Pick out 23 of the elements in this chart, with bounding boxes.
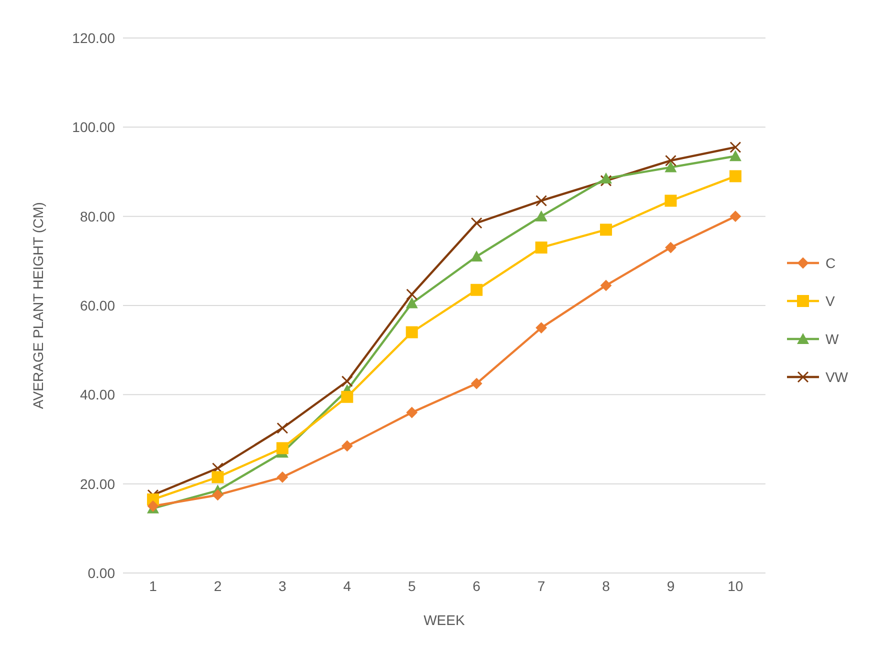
legend-label: W [825,330,839,346]
legend-label: C [825,254,836,270]
y-tick-label: 120.00 [72,30,116,46]
y-tick-label: 40.00 [80,386,116,403]
y-tick-label: 60.00 [80,297,116,314]
y-tick-label: 0.00 [88,564,116,581]
x-tick-label: 9 [666,578,675,594]
legend-label: V [825,292,835,308]
x-axis-title: WEEK [424,612,466,628]
x-tick-label: 10 [728,578,744,594]
x-tick-label: 1 [149,578,158,594]
y-tick-label: 80.00 [80,208,116,224]
x-tick-label: 6 [472,578,481,594]
x-tick-label: 8 [602,578,610,594]
x-tick-label: 5 [408,578,416,594]
y-tick-label: 20.00 [80,476,116,492]
x-tick-label: 7 [537,578,546,594]
y-tick-label: 100.00 [72,119,116,136]
legend-label: VW [825,368,848,384]
x-tick-label: 2 [214,578,222,594]
y-axis-title: AVERAGE PLANT HEIGHT (CM) [30,202,46,409]
x-tick-label: 3 [278,578,287,594]
x-tick-label: 4 [343,578,352,594]
